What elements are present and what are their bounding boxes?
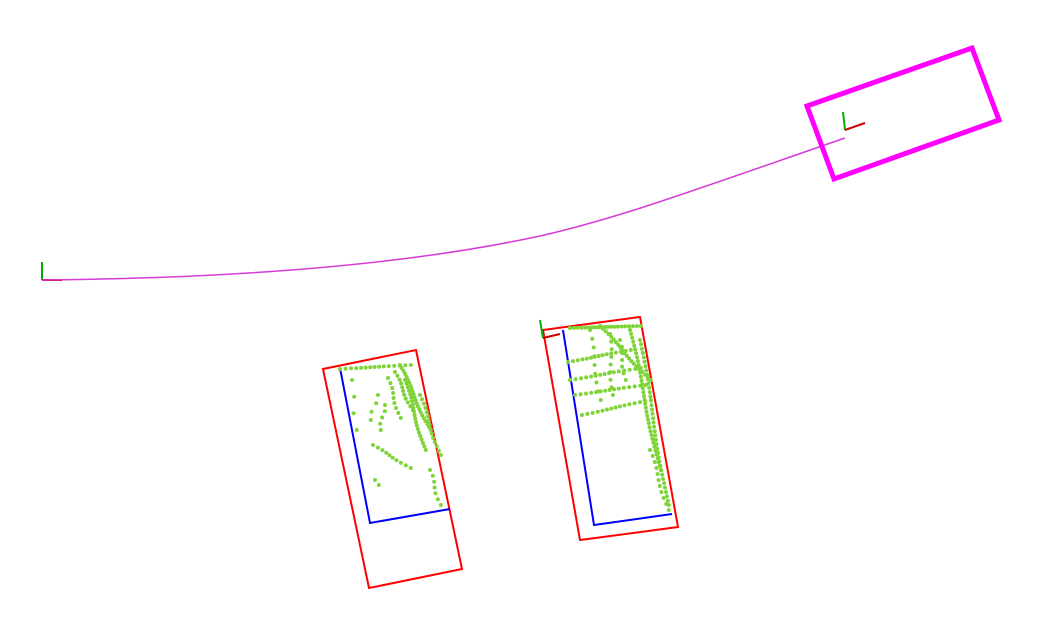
vehicle-axis-icon [842, 111, 866, 131]
slot-2-outer-box [541, 315, 680, 542]
vehicle-box[interactable] [803, 44, 1003, 183]
slot-2-point-cloud [566, 324, 671, 512]
trajectory-path [41, 137, 846, 281]
parking-slot-2[interactable] [539, 315, 680, 542]
slot-1-point-cloud [338, 363, 443, 507]
slot-1-inner-box [339, 367, 451, 525]
slot-axis-icon [539, 319, 561, 339]
slot-1-outer-box [321, 348, 464, 590]
parking-slot-1[interactable] [321, 348, 464, 590]
